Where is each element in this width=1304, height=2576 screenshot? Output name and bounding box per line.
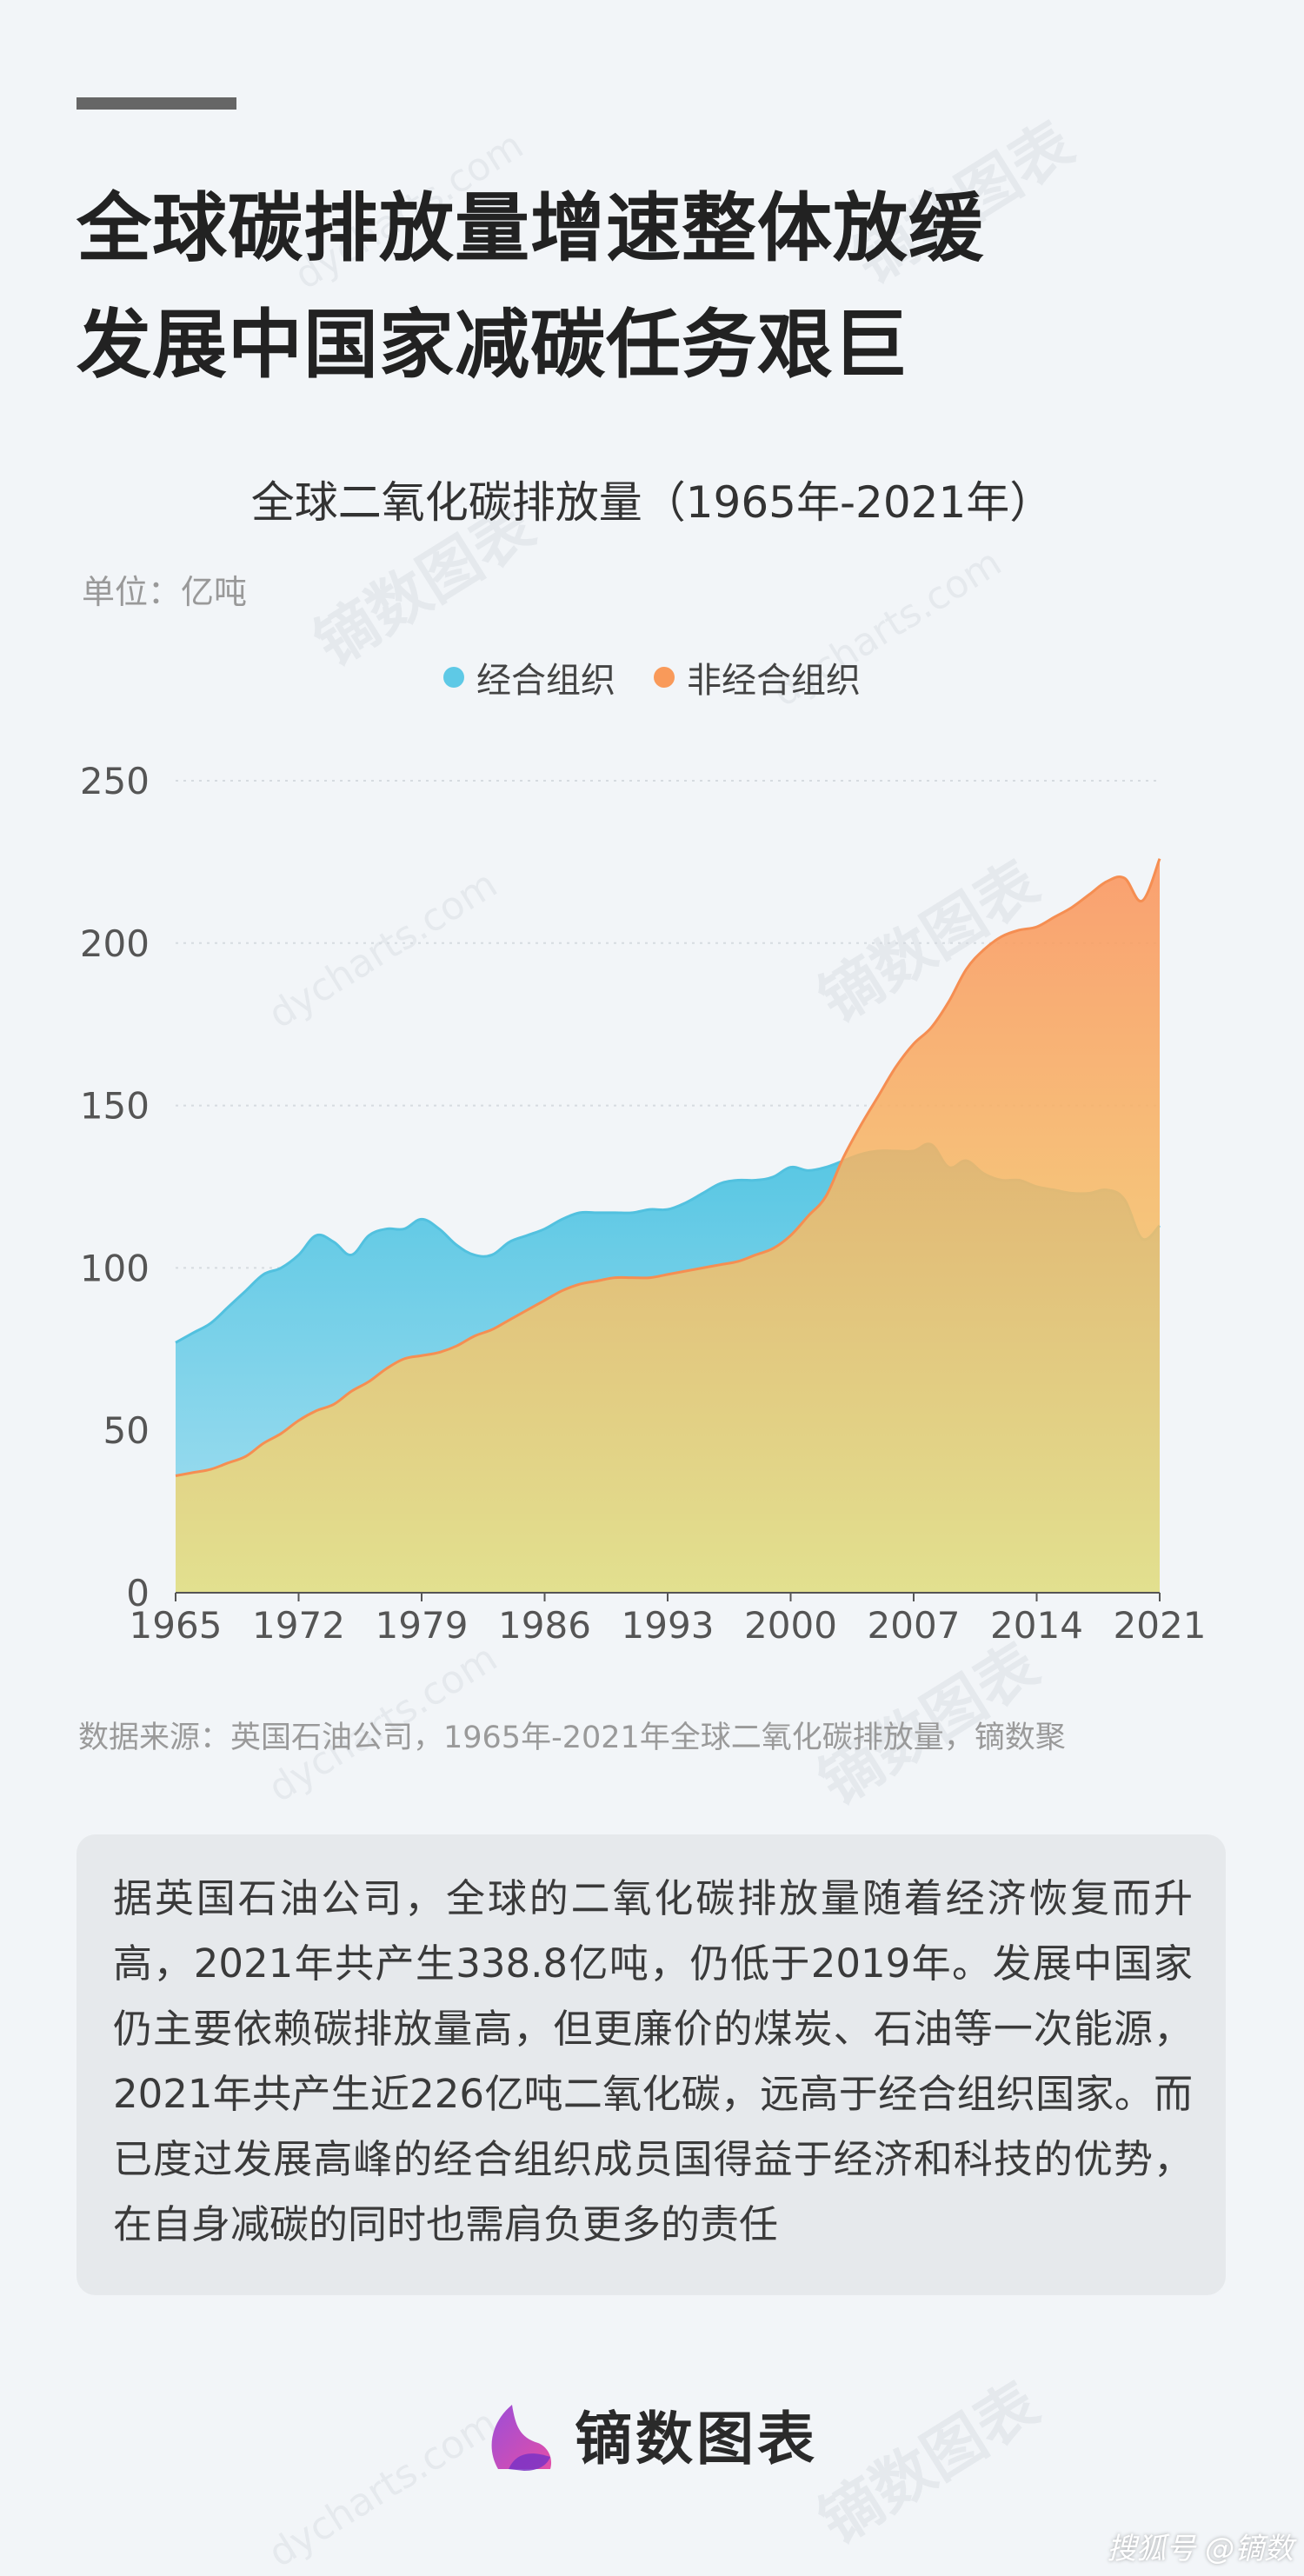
logo-text: 镝数图表: [575, 2405, 818, 2473]
legend-label-oecd: 经合组织: [476, 661, 615, 701]
legend-item-non-oecd[interactable]: 非经合组织: [654, 652, 861, 702]
data-source: 数据来源：英国石油公司，1965年-2021年全球二氧化碳排放量，镝数聚: [78, 1721, 1066, 1755]
y-tick-label: 0: [126, 1572, 150, 1614]
chart-legend: 经合组织 非经合组织: [0, 652, 1304, 702]
headline-line-1: 全球碳排放量增速整体放缓: [77, 185, 984, 272]
decorative-top-bar: [77, 97, 236, 110]
headline: 全球碳排放量增速整体放缓 发展中国家减碳任务艰巨: [77, 170, 984, 403]
y-tick-label: 250: [80, 760, 150, 802]
x-tick-label: 1986: [498, 1604, 591, 1647]
x-tick-label: 1972: [252, 1604, 345, 1647]
chart-title: 全球二氧化碳排放量（1965年-2021年）: [250, 477, 1054, 528]
area-series-non-oecd-line: [175, 858, 1161, 1477]
legend-dot-oecd: [443, 667, 464, 688]
logo-leaf-icon: [491, 2405, 552, 2471]
x-tick-label: 1979: [376, 1604, 469, 1647]
platform-watermark: 搜狐号 @镝数: [1107, 2532, 1294, 2566]
x-tick-label: 2021: [1114, 1604, 1207, 1647]
brand-logo: 镝数图表: [0, 2393, 1304, 2476]
emissions-area-chart: 0 50 100 150 200 250 1965 1972 1979 1986 1993 2000 2…: [80, 760, 1207, 1647]
y-tick-label: 100: [80, 1247, 150, 1289]
area-series-non-oecd[interactable]: [176, 858, 1160, 1593]
x-tick-label: 1993: [622, 1604, 715, 1647]
x-tick-label: 2000: [744, 1604, 837, 1647]
y-tick-label: 150: [80, 1085, 150, 1128]
legend-item-oecd[interactable]: 经合组织: [443, 652, 615, 702]
y-tick-label: 50: [103, 1409, 150, 1452]
axis-layer: 0 50 100 150 200 250 1965 1972 1979 1986 1993 2000 2…: [80, 760, 1207, 1647]
description-box: 据英国石油公司，全球的二氧化碳排放量随着经济恢复而升高，2021年共产生338.…: [77, 1834, 1226, 2295]
description-text: 据英国石油公司，全球的二氧化碳排放量随着经济恢复而升高，2021年共产生338.…: [113, 1875, 1193, 2247]
legend-label-non-oecd: 非经合组织: [687, 661, 861, 701]
headline-line-2: 发展中国家减碳任务艰巨: [77, 302, 908, 389]
y-tick-label: 200: [80, 922, 150, 965]
x-tick-label: 1965: [130, 1604, 223, 1647]
x-tick-label: 2007: [868, 1604, 961, 1647]
area-layer: [175, 858, 1161, 1593]
x-tick-label: 2014: [990, 1604, 1083, 1647]
legend-dot-non-oecd: [654, 667, 675, 688]
unit-label: 单位：亿吨: [82, 573, 248, 611]
